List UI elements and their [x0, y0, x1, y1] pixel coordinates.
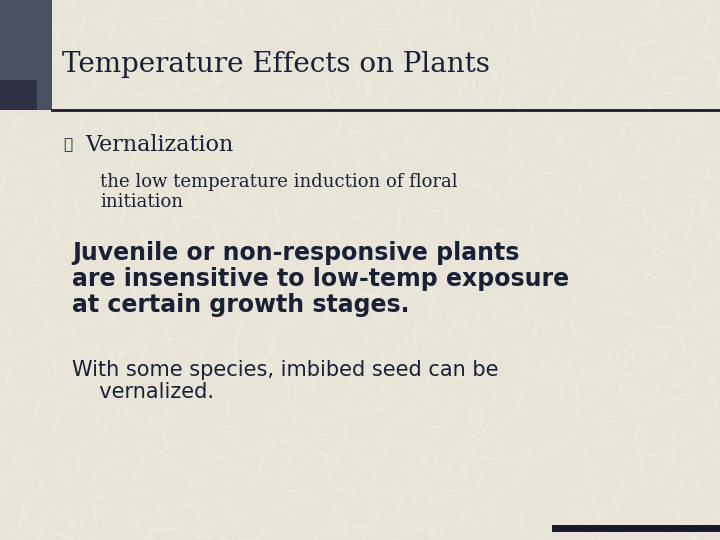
Text: Temperature Effects on Plants: Temperature Effects on Plants	[62, 51, 490, 78]
Text: vernalized.: vernalized.	[86, 382, 214, 402]
Text: at certain growth stages.: at certain growth stages.	[72, 293, 410, 317]
Bar	[0, 80, 37, 110]
Text: Juvenile or non-responsive plants: Juvenile or non-responsive plants	[72, 241, 519, 265]
Text: Vernalization: Vernalization	[85, 134, 233, 156]
Text: With some species, imbibed seed can be: With some species, imbibed seed can be	[72, 360, 498, 380]
Text: initiation: initiation	[100, 193, 183, 211]
Text: are insensitive to low-temp exposure: are insensitive to low-temp exposure	[72, 267, 569, 291]
Text: the low temperature induction of floral: the low temperature induction of floral	[100, 173, 458, 191]
Text: ❖: ❖	[63, 138, 73, 152]
Bar	[0, 0, 52, 110]
